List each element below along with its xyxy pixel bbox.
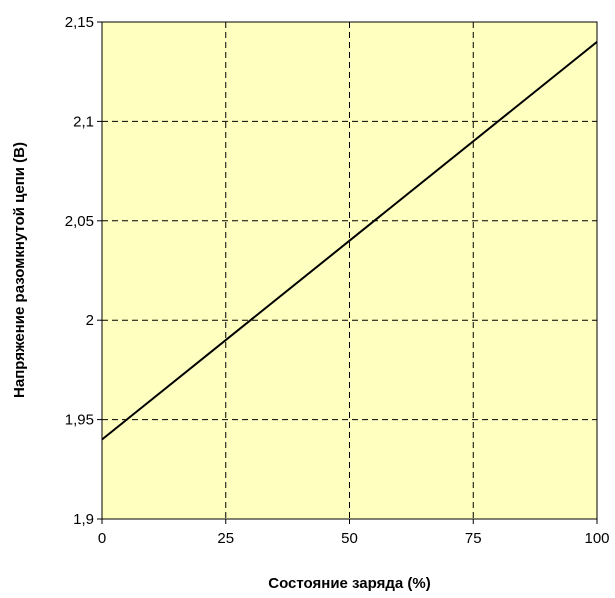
y-tick-label: 2,1 — [73, 113, 94, 130]
x-tick-label: 0 — [98, 530, 106, 547]
series-line — [101, 41, 598, 441]
x-tick-label: 100 — [584, 530, 609, 547]
x-tick-label: 50 — [341, 530, 358, 547]
y-axis-label: Напряжение разомкнутой цепи (В) — [11, 142, 28, 398]
grid — [102, 22, 597, 519]
series-group — [101, 41, 598, 441]
y-tick-label: 2,15 — [65, 14, 94, 31]
y-tick-label: 2,05 — [65, 213, 94, 230]
x-tick-label: 25 — [217, 530, 234, 547]
y-tick-label: 1,9 — [73, 511, 94, 528]
x-axis-label: Состояние заряда (%) — [268, 575, 430, 592]
tick-labels: 0 25 50 75 100 1,9 1,95 2 2,05 2,1 2,15 — [65, 14, 610, 547]
y-tick-label: 2 — [86, 312, 94, 329]
x-tick-label: 75 — [465, 530, 482, 547]
y-tick-label: 1,95 — [65, 412, 94, 429]
